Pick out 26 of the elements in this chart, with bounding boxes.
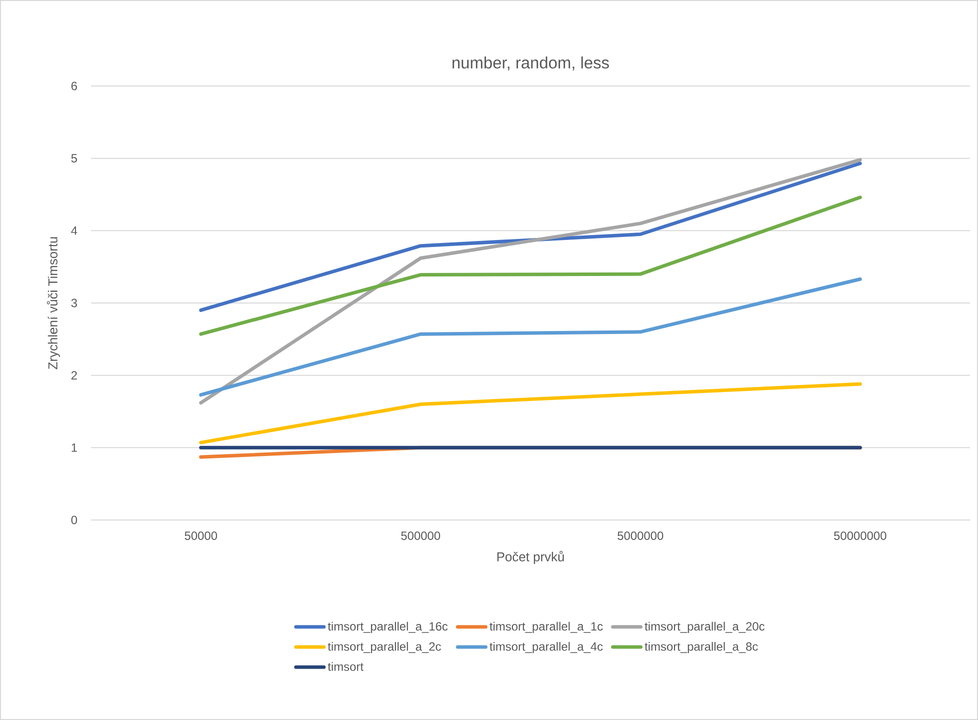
y-tick-label: 5 [71,154,77,162]
legend-label: timsort_parallel_a_1c [490,622,603,633]
legend-label: timsort_parallel_a_4c [490,642,603,654]
y-tick-label: 2 [71,371,77,380]
legend-label: timsort [328,662,364,671]
y-tick-label: 4 [71,226,78,235]
y-tick-label: 3 [71,298,77,308]
legend-label: timsort_parallel_a_20c [644,622,764,633]
legend-label: timsort_parallel_a_8c [644,642,758,654]
y-axis-title: Zrychlení vůči Timsortu [46,237,60,370]
x-tick-label: 5000000 [618,532,664,540]
line-series [199,196,862,336]
line-series [199,162,862,312]
legend-label: timsort_parallel_a_16c [328,622,448,633]
line-series [199,158,862,405]
legend-label: timsort_parallel_a_2c [328,642,441,654]
x-tick-label: 50000000 [834,532,886,540]
x-tick-label: 500000 [401,532,440,540]
line-series [199,382,862,444]
y-tick-label: 1 [72,444,77,452]
x-axis-title: Počet prvků [497,550,564,564]
chart-title: number, random, less [452,56,609,70]
y-tick-label: 6 [71,82,77,90]
y-tick-label: 0 [71,516,78,524]
line-series [199,277,862,397]
x-tick-label: 50000 [184,532,218,540]
